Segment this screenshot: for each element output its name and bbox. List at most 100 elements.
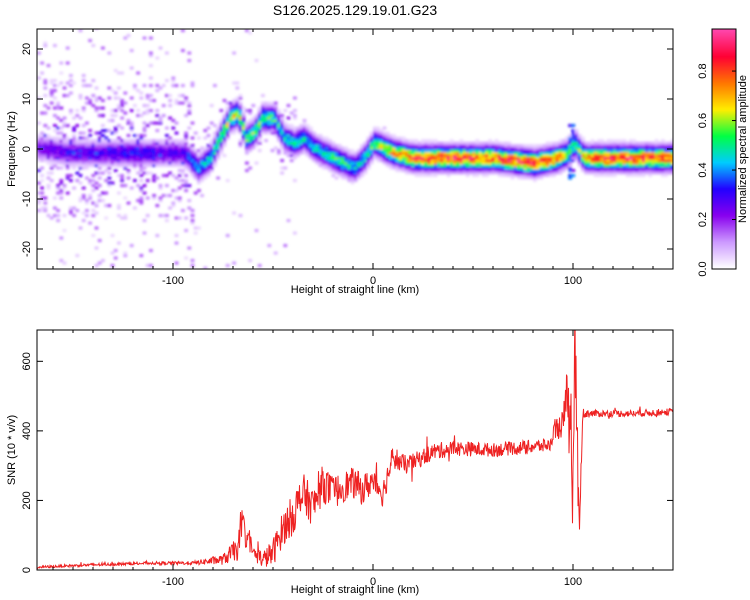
colorbar-band <box>712 121 736 124</box>
heatmap-cell <box>449 151 454 155</box>
heatmap-cell <box>433 141 438 145</box>
heatmap-cell <box>443 161 448 165</box>
heatmap-cell <box>43 86 48 90</box>
heatmap-cell <box>561 169 566 173</box>
heatmap-cell <box>123 101 128 105</box>
heatmap-cell <box>78 141 83 145</box>
heatmap-cell <box>222 124 227 128</box>
heatmap-cell <box>379 156 384 160</box>
heatmap-cell <box>142 139 147 143</box>
heatmap-cell <box>606 156 611 160</box>
heatmap-cell <box>37 159 41 163</box>
heatmap-cell <box>491 149 496 153</box>
colorbar-band <box>712 247 736 250</box>
heatmap-cell <box>53 89 57 93</box>
heatmap-cell <box>453 149 457 153</box>
heatmap-cell <box>174 176 179 180</box>
heatmap-cell <box>203 136 208 140</box>
heatmap-cell <box>190 169 195 173</box>
heatmap-cell <box>155 161 160 165</box>
heatmap-cell <box>629 139 633 143</box>
heatmap-cell <box>411 146 416 150</box>
heatmap-cell <box>184 149 188 153</box>
heatmap-cell <box>667 159 672 163</box>
heatmap-cell <box>587 156 592 160</box>
heatmap-cell <box>149 139 153 143</box>
heatmap-cell <box>184 141 188 145</box>
heatmap-cell <box>91 94 96 98</box>
heatmap-cell <box>232 129 236 133</box>
heatmap-cell <box>654 166 659 170</box>
heatmap-cell <box>424 169 428 173</box>
colorbar-band <box>712 125 736 128</box>
heatmap-cell <box>363 164 368 168</box>
heatmap-cell <box>373 149 377 153</box>
heatmap-cell <box>401 146 406 150</box>
heatmap-cell <box>517 164 521 168</box>
heatmap-cell <box>366 161 371 165</box>
heatmap-cell <box>267 121 272 125</box>
heatmap-cell <box>331 166 336 170</box>
heatmap-cell <box>670 151 673 155</box>
heatmap-cell <box>385 161 390 165</box>
heatmap-cell <box>478 151 483 155</box>
heatmap-cell <box>101 259 105 263</box>
heatmap-cell <box>305 129 310 133</box>
heatmap-cell <box>491 154 496 158</box>
heatmap-cell <box>357 171 361 175</box>
heatmap-cell <box>437 166 441 170</box>
heatmap-cell <box>190 121 195 125</box>
heatmap-cell <box>72 186 76 190</box>
heatmap-cell <box>299 131 304 135</box>
heatmap-cell <box>129 66 134 70</box>
heatmap-cell <box>625 151 630 155</box>
heatmap-cell <box>133 149 137 153</box>
heatmap-cell <box>46 139 51 143</box>
heatmap-cell <box>667 141 672 145</box>
heatmap-cell <box>565 164 569 168</box>
heatmap-cell <box>91 214 96 218</box>
heatmap-cell <box>312 146 316 150</box>
heatmap-cell <box>520 149 524 153</box>
heatmap-cell <box>449 171 454 175</box>
heatmap-cell <box>101 139 105 143</box>
heatmap-cell <box>165 134 169 138</box>
heatmap-cell <box>133 84 137 88</box>
heatmap-cell <box>65 141 70 145</box>
heatmap-cell <box>667 146 672 150</box>
heatmap-cell <box>232 126 236 130</box>
colorbar-band <box>712 219 736 222</box>
heatmap-cell <box>603 166 608 170</box>
heatmap-cell <box>539 164 544 168</box>
colorbar-band <box>712 255 736 258</box>
heatmap-cell <box>555 169 560 173</box>
heatmap-cell <box>56 126 60 130</box>
colorbar-band <box>712 241 736 244</box>
heatmap-cell <box>206 161 211 165</box>
heatmap-cell <box>462 151 467 155</box>
heatmap-cell <box>417 169 422 173</box>
heatmap-cell <box>609 149 614 153</box>
heatmap-cell <box>168 206 172 210</box>
heatmap-cell <box>273 111 278 115</box>
heatmap-cell <box>139 91 144 95</box>
heatmap-cell <box>401 139 406 143</box>
heatmap-cell <box>56 191 60 195</box>
heatmap-cell <box>187 151 192 155</box>
heatmap-cell <box>315 134 320 138</box>
heatmap-cell <box>641 154 646 158</box>
heatmap-cell <box>433 159 438 163</box>
heatmap-cell <box>593 154 598 158</box>
heatmap-cell <box>472 141 476 145</box>
heatmap-cell <box>552 144 556 148</box>
heatmap-cell <box>593 159 598 163</box>
heatmap-cell <box>104 146 108 150</box>
heatmap-cell <box>181 49 185 53</box>
heatmap-cell <box>142 184 147 188</box>
heatmap-cell <box>197 166 201 170</box>
heatmap-cell <box>75 209 80 213</box>
heatmap-cell <box>533 174 537 178</box>
heatmap-cell <box>609 154 614 158</box>
heatmap-cell <box>62 144 67 148</box>
heatmap-cell <box>568 136 572 140</box>
